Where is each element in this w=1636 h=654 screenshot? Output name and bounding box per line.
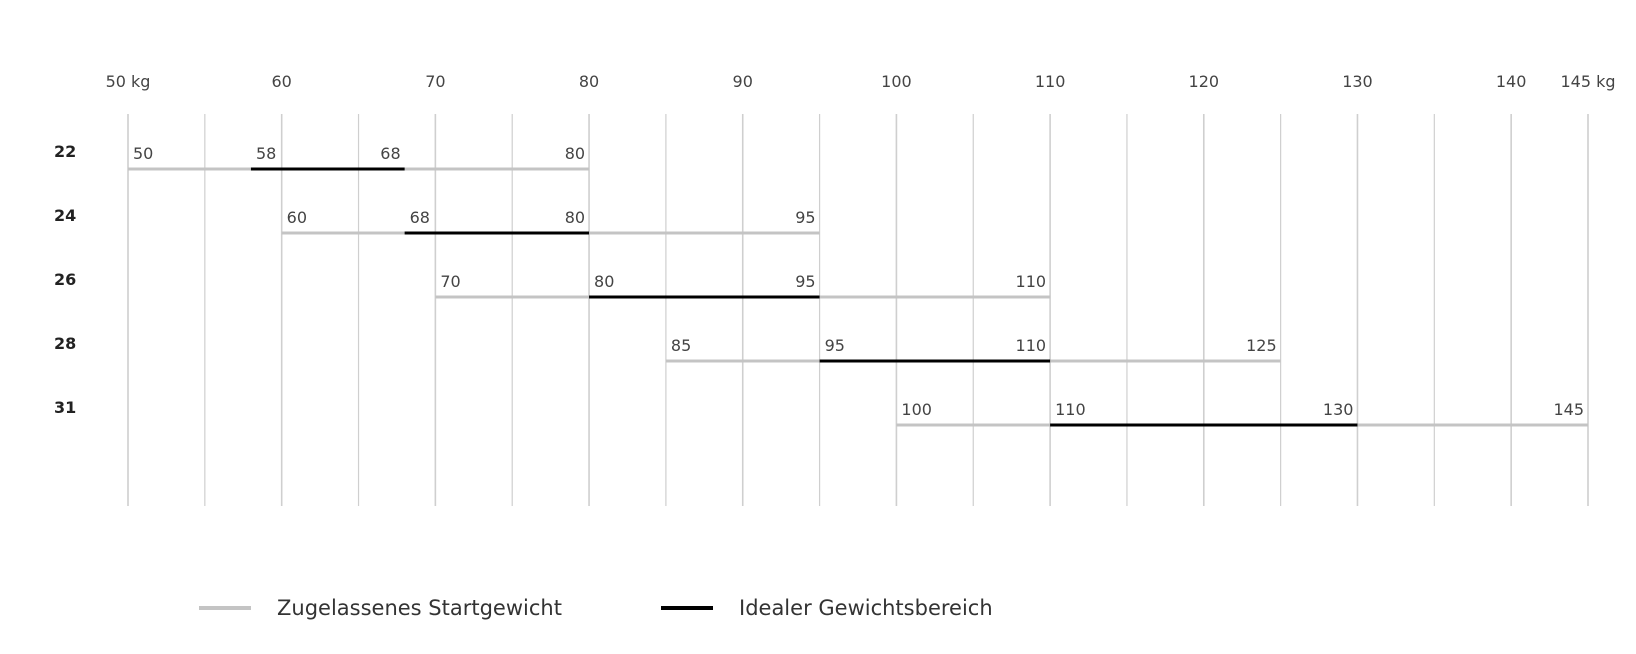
- allowed-max-label-31: 145: [1553, 400, 1584, 419]
- allowed-max-label-22: 80: [565, 144, 585, 163]
- x-tick-label-70: 70: [425, 72, 445, 91]
- ideal-min-label-28: 95: [825, 336, 845, 355]
- ideal-min-label-22: 58: [256, 144, 276, 163]
- x-tick-label-80: 80: [579, 72, 599, 91]
- row-label-31: 31: [54, 398, 76, 417]
- allowed-max-label-28: 125: [1246, 336, 1277, 355]
- ideal-max-label-24: 80: [565, 208, 585, 227]
- allowed-max-label-24: 95: [795, 208, 815, 227]
- ideal-max-label-31: 130: [1323, 400, 1354, 419]
- row-label-28: 28: [54, 334, 76, 353]
- ideal-min-label-24: 68: [410, 208, 430, 227]
- ideal-max-label-26: 95: [795, 272, 815, 291]
- ideal-min-label-31: 110: [1055, 400, 1086, 419]
- allowed-min-label-31: 100: [901, 400, 932, 419]
- allowed-min-label-22: 50: [133, 144, 153, 163]
- x-tick-label-90: 90: [733, 72, 753, 91]
- allowed-min-label-26: 70: [440, 272, 460, 291]
- row-label-22: 22: [54, 142, 76, 161]
- ideal-max-label-28: 110: [1016, 336, 1047, 355]
- allowed-max-label-26: 110: [1016, 272, 1047, 291]
- x-tick-label-60: 60: [272, 72, 292, 91]
- x-tick-label-110: 110: [1035, 72, 1066, 91]
- x-tick-label-140: 140: [1496, 72, 1527, 91]
- x-tick-label-130: 130: [1342, 72, 1373, 91]
- allowed-min-label-24: 60: [287, 208, 307, 227]
- row-label-24: 24: [54, 206, 76, 225]
- ideal-min-label-26: 80: [594, 272, 614, 291]
- x-tick-label-120: 120: [1189, 72, 1220, 91]
- x-tick-label-50: 50 kg: [106, 72, 151, 91]
- allowed-min-label-28: 85: [671, 336, 691, 355]
- ideal-max-label-22: 68: [380, 144, 400, 163]
- x-tick-label-145: 145 kg: [1560, 72, 1615, 91]
- x-tick-label-100: 100: [881, 72, 912, 91]
- row-label-26: 26: [54, 270, 76, 289]
